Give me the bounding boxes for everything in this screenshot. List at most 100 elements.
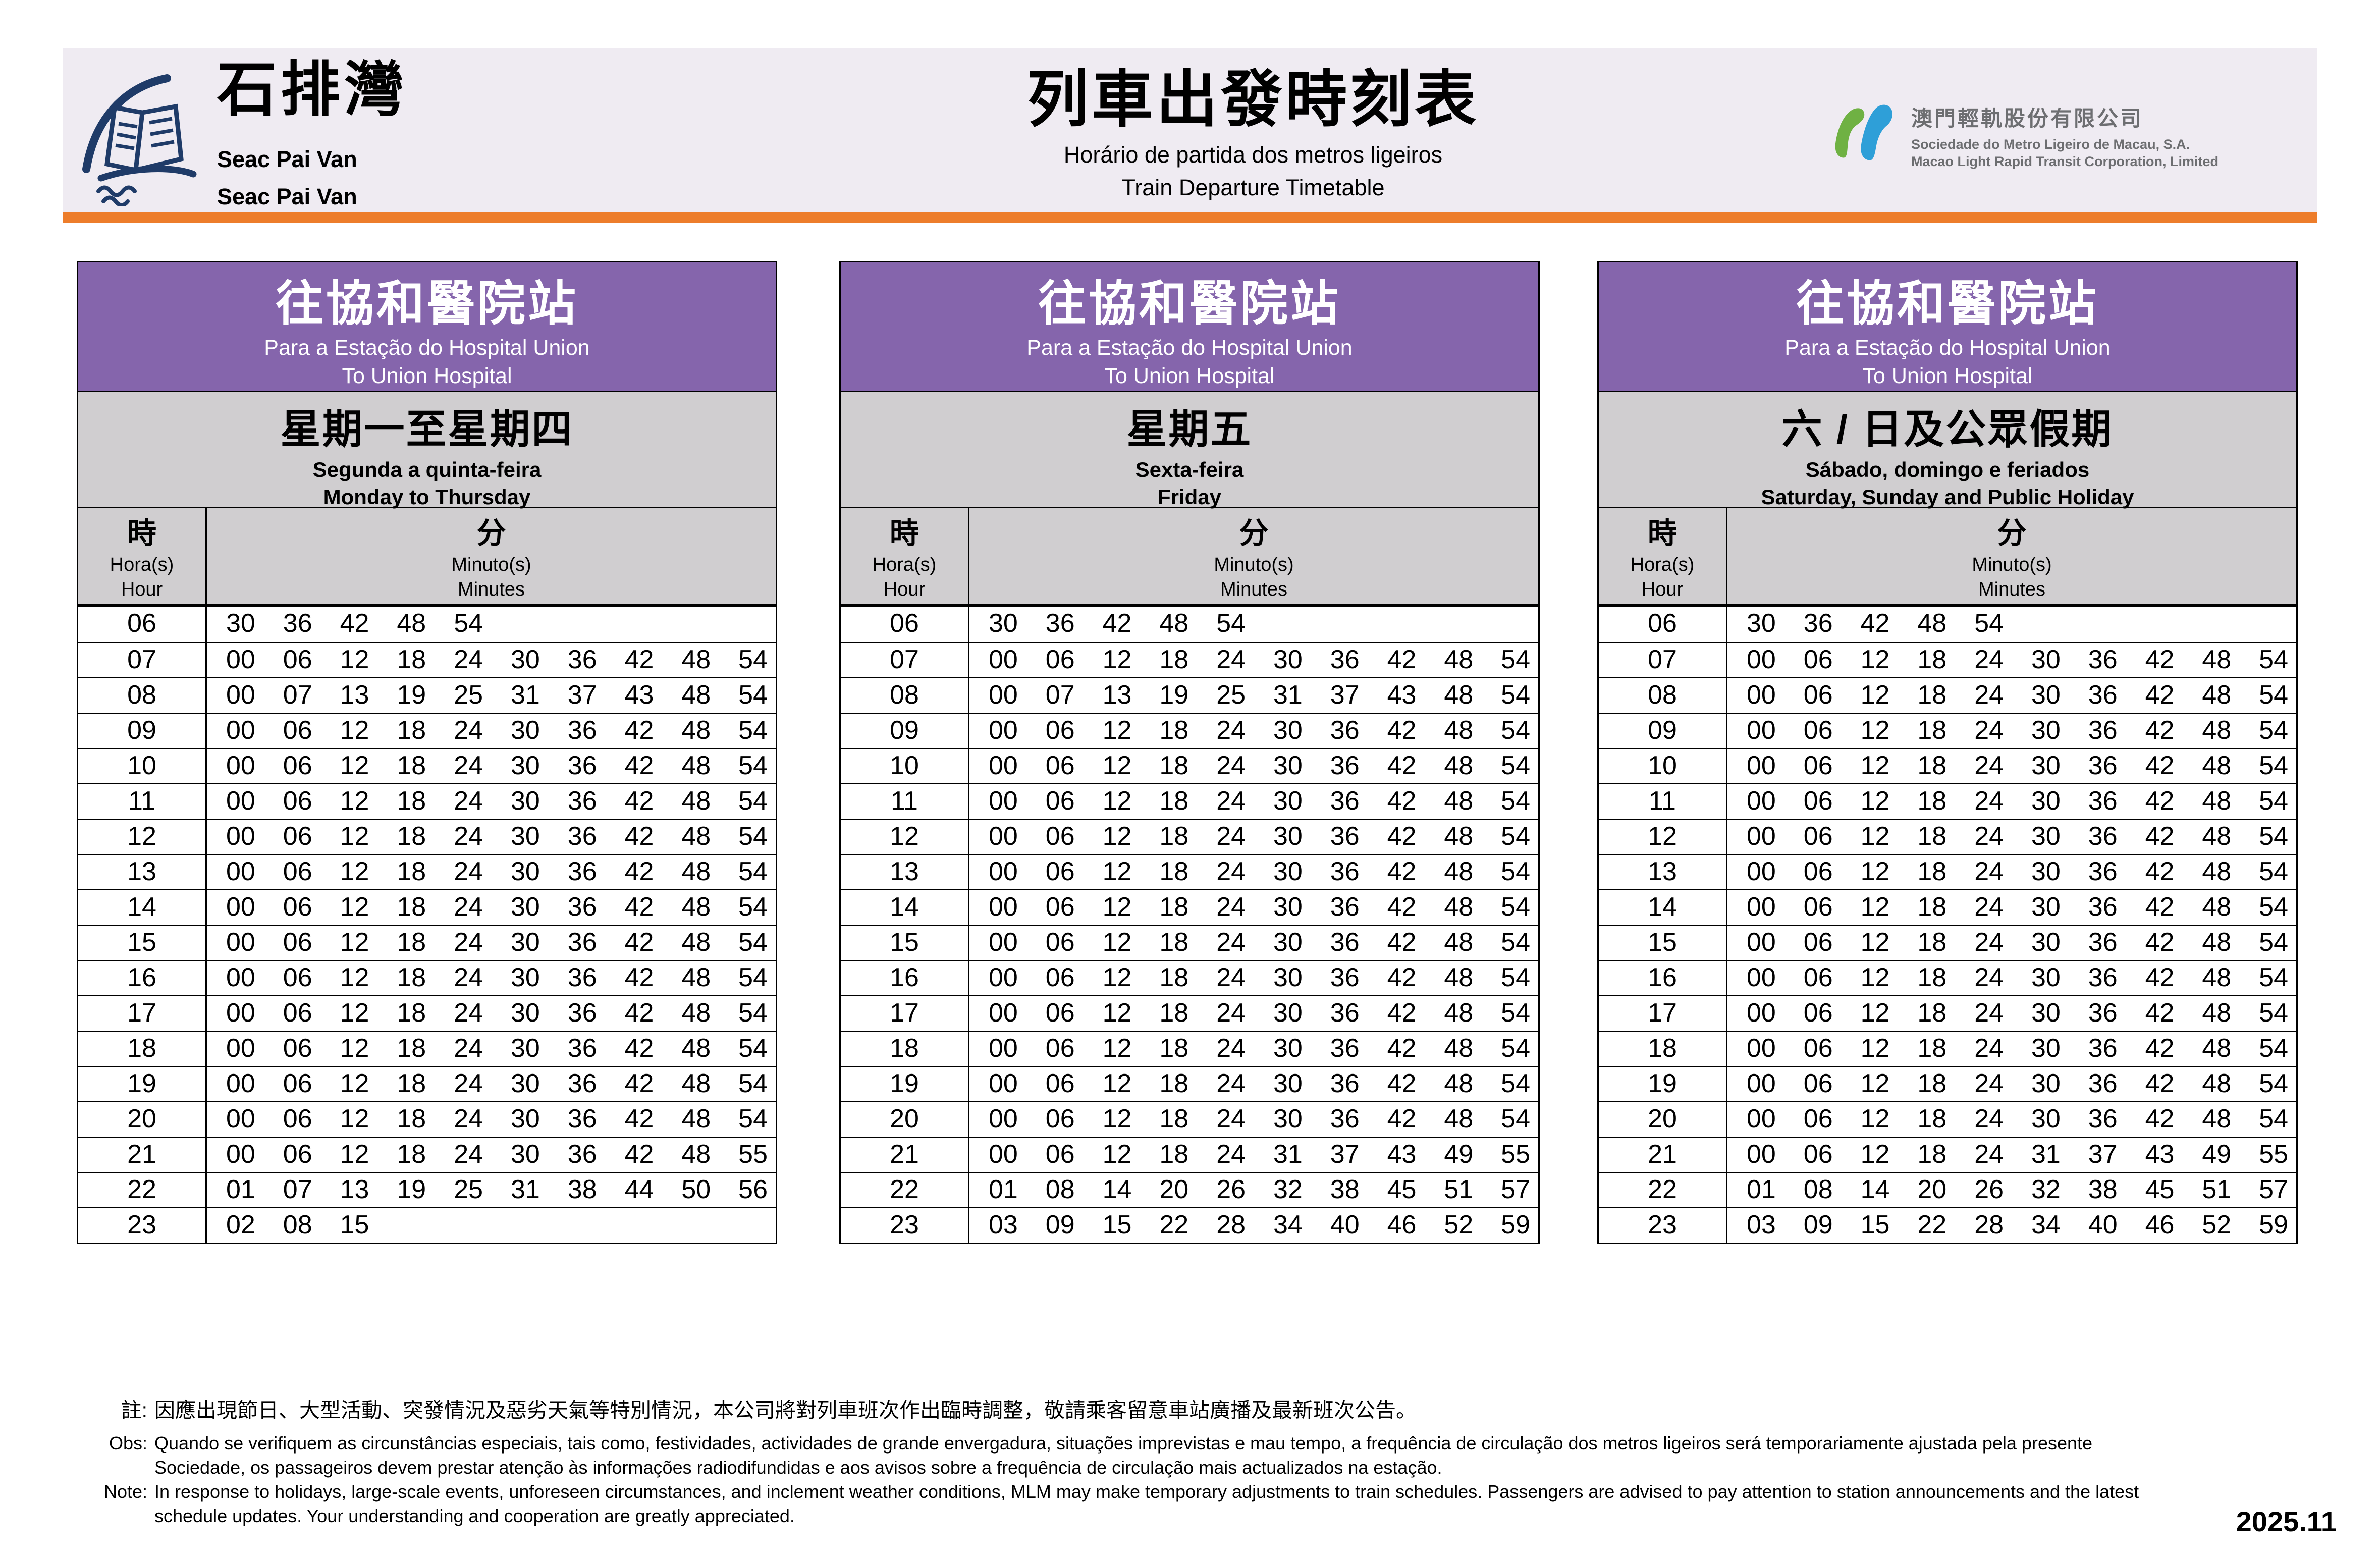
timetable-row: 15 00 06 12 18 24 30 36 42 48 54: [1599, 925, 2296, 960]
minute-value: 00: [989, 1140, 1018, 1169]
minute-value: 42: [2145, 1104, 2175, 1134]
minute-value: 48: [1444, 680, 1474, 710]
timetable-mon-thu: 往協和醫院站 Para a Estação do Hospital Union …: [77, 261, 777, 1244]
minute-value: 06: [1803, 928, 1833, 957]
hour-cell: 09: [1599, 714, 1727, 748]
minute-value: 40: [2088, 1210, 2118, 1240]
minute-value: 24: [1974, 1034, 2004, 1063]
minute-value: 18: [1159, 1034, 1189, 1063]
minute-value: 42: [1387, 1104, 1417, 1134]
hour-header-en: Hour: [1641, 579, 1684, 600]
minute-value: 48: [681, 857, 711, 886]
minute-value: 18: [397, 716, 426, 745]
minute-value: 48: [1444, 1034, 1474, 1063]
minute-value: 15: [1860, 1210, 1890, 1240]
minutes-cell: 00 06 12 18 24 30 36 42 48 54: [1727, 749, 2296, 783]
minute-value: 34: [1273, 1210, 1303, 1240]
minute-value: 42: [1387, 998, 1417, 1028]
hour-cell: 13: [841, 855, 969, 889]
timetable-row: 14 00 06 12 18 24 30 36 42 48 54: [841, 889, 1538, 925]
minute-value: 12: [1102, 857, 1132, 886]
minute-value: 18: [397, 1034, 426, 1063]
minute-value: 30: [510, 822, 540, 851]
minute-value: 54: [738, 963, 768, 992]
minute-value: 54: [2259, 857, 2289, 886]
minute-value: 06: [1803, 998, 1833, 1028]
minute-value: 00: [1747, 1069, 1776, 1098]
minutes-header-pt: Minuto(s): [451, 554, 531, 575]
minute-value: 54: [738, 857, 768, 886]
timetable-row: 12 00 06 12 18 24 30 36 42 48 54: [78, 819, 776, 854]
minute-value: 36: [567, 716, 597, 745]
day-pt: Sexta-feira: [1135, 458, 1244, 481]
minute-value: 00: [989, 716, 1018, 745]
minute-value: 06: [1803, 751, 1833, 780]
minute-value: 48: [681, 751, 711, 780]
minute-value: 18: [1159, 928, 1189, 957]
minute-value: 24: [454, 928, 483, 957]
minute-value: 48: [1444, 716, 1474, 745]
minute-value: 30: [2031, 1104, 2061, 1134]
minute-value: 36: [2088, 998, 2118, 1028]
minute-value: 43: [624, 680, 654, 710]
minute-value: 06: [283, 963, 312, 992]
minute-value: 42: [1387, 857, 1417, 886]
minute-value: 36: [2088, 680, 2118, 710]
minute-value: 30: [2031, 998, 2061, 1028]
minutes-cell: 00 06 12 18 24 31 37 43 49 55: [969, 1138, 1538, 1172]
minute-value: 48: [2202, 751, 2232, 780]
minute-value: 36: [567, 963, 597, 992]
hour-header-zh: 時: [127, 517, 156, 550]
minute-value: 25: [1216, 680, 1246, 710]
timetable-row: 09 00 06 12 18 24 30 36 42 48 54: [841, 713, 1538, 748]
hour-cell: 20: [1599, 1102, 1727, 1137]
minute-value: 42: [1387, 1034, 1417, 1063]
minutes-cell: 30 36 42 48 54: [1727, 607, 2296, 642]
minutes-cell: 30 36 42 48 54: [207, 607, 776, 642]
minute-value: 36: [1330, 1034, 1360, 1063]
minute-value: 36: [2088, 751, 2118, 780]
minutes-cell: 00 06 12 18 24 30 36 42 48 54: [969, 784, 1538, 819]
minute-value: 06: [1045, 1104, 1075, 1134]
minute-value: 48: [2202, 928, 2232, 957]
minute-value: 48: [2202, 786, 2232, 816]
minute-value: 18: [397, 892, 426, 922]
minute-value: 06: [1803, 1034, 1833, 1063]
column-header-row: 時 Hora(s) Hour 分 Minuto(s) Minutes: [841, 508, 1538, 607]
minutes-column-header: 分 Minuto(s) Minutes: [969, 508, 1538, 604]
minute-value: 54: [738, 928, 768, 957]
minute-value: 12: [1860, 680, 1890, 710]
hour-cell: 10: [841, 749, 969, 783]
hour-cell: 19: [1599, 1067, 1727, 1101]
minute-value: 48: [2202, 1034, 2232, 1063]
minutes-cell: 00 06 12 18 24 30 36 42 48 54: [969, 1032, 1538, 1066]
hour-cell: 16: [1599, 961, 1727, 995]
minute-value: 00: [1747, 751, 1776, 780]
day-header: 星期五 Sexta-feira Friday: [841, 392, 1538, 509]
minute-value: 12: [340, 963, 369, 992]
minute-value: 18: [1917, 892, 1947, 922]
minute-value: 12: [1102, 1069, 1132, 1098]
timetable-row: 22 01 08 14 20 26 32 38 45 51 57: [1599, 1172, 2296, 1207]
hour-cell: 07: [78, 643, 207, 677]
hour-cell: 22: [78, 1173, 207, 1207]
minute-value: 36: [1330, 998, 1360, 1028]
minute-value: 25: [454, 1175, 483, 1204]
minute-value: 42: [1387, 1069, 1417, 1098]
minute-value: 54: [2259, 822, 2289, 851]
hour-cell: 09: [841, 714, 969, 748]
minutes-column-header: 分 Minuto(s) Minutes: [207, 508, 776, 604]
minute-value: 42: [624, 998, 654, 1028]
minute-value: 19: [397, 680, 426, 710]
minute-value: 24: [1974, 963, 2004, 992]
timetable-row: 20 00 06 12 18 24 30 36 42 48 54: [841, 1101, 1538, 1137]
minutes-cell: 00 06 12 18 24 30 36 42 48 54: [207, 820, 776, 854]
minute-value: 56: [738, 1175, 768, 1204]
hour-column-header: 時 Hora(s) Hour: [841, 508, 969, 604]
destination-pt: Para a Estação do Hospital Union: [1026, 336, 1353, 360]
minute-value: 40: [1330, 1210, 1360, 1240]
minute-value: 36: [1330, 751, 1360, 780]
minute-value: 12: [1860, 892, 1890, 922]
minute-value: 24: [454, 892, 483, 922]
